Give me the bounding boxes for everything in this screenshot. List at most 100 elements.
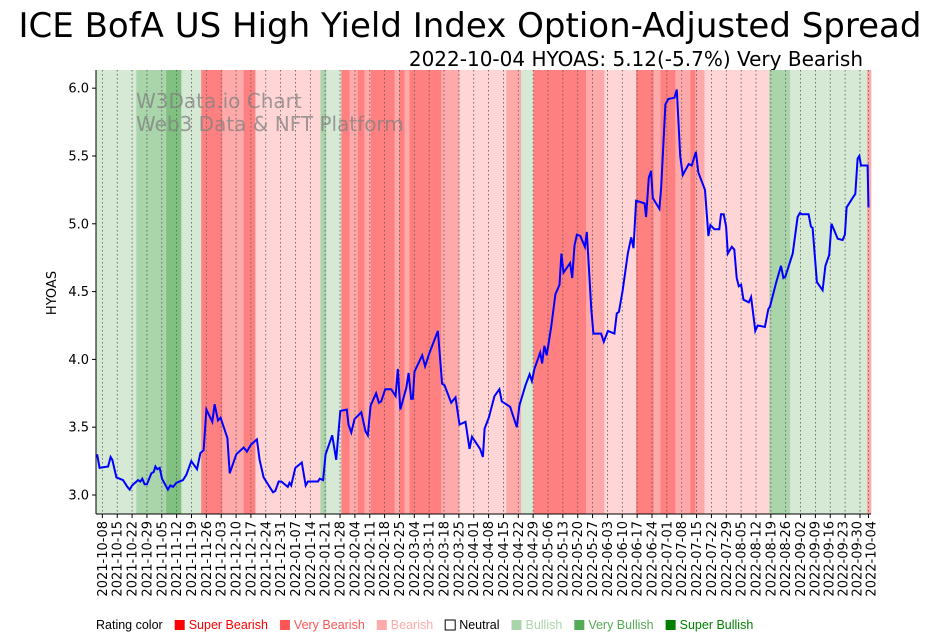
x-tick-label: 2022-03-04 [408,521,423,597]
band-very-bearish [364,70,371,514]
x-tick-label: 2022-07-22 [705,521,720,597]
x-tick-label: 2022-06-03 [601,521,616,597]
band-bullish [326,70,342,514]
x-tick-label: 2022-09-30 [851,521,866,597]
band-bullish [790,70,868,514]
legend-label-very-bearish: Very Bearish [294,618,365,632]
band-super-bearish [399,70,405,514]
band-very-bearish [506,70,522,514]
chart-subtitle: 2022-10-04 HYOAS: 5.12(-5.7%) Very Beari… [409,47,863,71]
y-axis-label: HYOAS [45,271,60,315]
x-tick-label: 2022-07-01 [660,521,675,597]
x-tick-label: 2022-04-08 [482,521,497,597]
band-super-bullish [166,70,182,514]
band-very-bearish [653,70,661,514]
x-tick-label: 2022-06-10 [616,521,631,597]
legend-label-neutral: Neutral [459,618,499,632]
band-bullish [521,70,534,514]
legend-title: Rating color [96,618,163,632]
x-tick-label: 2022-05-27 [586,521,601,597]
band-super-bearish [409,70,442,514]
y-axis-ticks: 3.0 3.5 4.0 4.5 5.0 5.5 6.0 [68,82,96,504]
band-super-bearish [357,70,365,514]
band-very-bearish [695,70,705,514]
band-bullish [96,70,137,514]
band-very-bullish [320,70,327,514]
x-tick-label: 2022-04-01 [467,521,482,597]
x-tick-label: 2021-10-22 [126,521,141,597]
x-tick-label: 2021-12-31 [274,521,289,597]
band-super-bearish [341,70,350,514]
x-tick-label: 2021-10-29 [140,521,155,597]
legend-swatch-neutral [444,619,456,631]
legend-label-super-bullish: Super Bullish [680,618,754,632]
x-tick-label: 2022-08-19 [764,521,779,597]
legend-label-very-bullish: Very Bullish [588,618,653,632]
band-very-bearish [394,70,400,514]
x-tick-label: 2022-03-18 [438,521,453,597]
y-tick-label: 5.0 [68,217,89,232]
x-tick-label: 2022-03-25 [452,521,467,597]
y-tick-label: 3.0 [68,489,89,504]
x-tick-label: 2022-01-21 [319,521,334,597]
band-super-bearish [533,70,587,514]
legend-swatch-bullish [511,620,522,630]
band-bullish [181,70,202,514]
band-super-bearish [370,70,395,514]
x-tick-label: 2022-08-12 [749,521,764,597]
legend-swatch-super-bullish [665,620,676,630]
x-tick-label: 2021-11-05 [155,521,170,597]
x-tick-label: 2021-12-03 [215,521,230,597]
x-tick-label: 2022-04-15 [497,521,512,597]
watermark-line-1: W3Data.io Chart [136,89,302,113]
x-tick-label: 2022-07-15 [690,521,705,597]
legend-swatch-very-bearish [279,620,290,630]
x-tick-label: 2021-12-10 [230,521,245,597]
x-tick-label: 2021-10-15 [111,521,126,597]
y-tick-label: 4.5 [68,285,89,300]
band-very-bearish [866,70,872,514]
band-very-bullish [136,70,167,514]
watermark-line-2: Web3 Data & NFT Platform [136,112,404,136]
band-very-bearish [441,70,460,514]
chart-title: ICE BofA US High Yield Index Option-Adju… [19,6,922,46]
x-tick-label: 2022-07-29 [720,521,735,597]
x-tick-label: 2021-11-12 [170,521,185,597]
x-tick-label: 2022-06-17 [631,521,646,597]
x-tick-label: 2022-05-20 [571,521,586,597]
band-bearish [704,70,770,514]
x-tick-label: 2022-05-06 [542,521,557,597]
x-tick-label: 2022-04-22 [512,521,527,597]
x-tick-label: 2022-09-02 [794,521,809,597]
x-tick-label: 2022-02-04 [348,521,363,597]
x-tick-label: 2022-01-14 [304,521,319,597]
x-tick-label: 2022-05-13 [556,521,571,597]
legend-label-bullish: Bullish [525,618,562,632]
y-tick-label: 4.0 [68,353,89,368]
band-super-bearish [243,70,256,514]
band-very-bullish [769,70,791,514]
x-tick-label: 2022-09-16 [823,521,838,597]
x-tick-label: 2022-02-18 [378,521,393,597]
x-tick-label: 2022-06-24 [645,521,660,597]
x-tick-label: 2021-11-19 [185,521,200,597]
band-bearish [604,70,637,514]
band-bearish [255,70,321,514]
band-very-bearish [585,70,605,514]
x-tick-label: 2022-08-05 [735,521,750,597]
band-very-bearish [222,70,244,514]
x-tick-label: 2021-10-08 [96,521,111,597]
legend-swatch-very-bullish [574,620,585,630]
y-tick-label: 5.5 [68,149,89,164]
x-tick-label: 2021-12-24 [259,521,274,597]
x-axis-ticks: 2021-10-08 2021-10-15 2021-10-22 2021-10-29… [96,514,880,597]
x-tick-label: 2022-10-04 [865,521,880,597]
legend-swatch-bearish [376,620,387,630]
x-tick-label: 2022-04-29 [527,521,542,597]
legend: Rating color Super Bearish Very Bearish Be… [96,618,753,632]
rating-bands [96,70,872,514]
band-super-bearish [690,70,696,514]
x-tick-label: 2021-11-26 [200,521,215,597]
